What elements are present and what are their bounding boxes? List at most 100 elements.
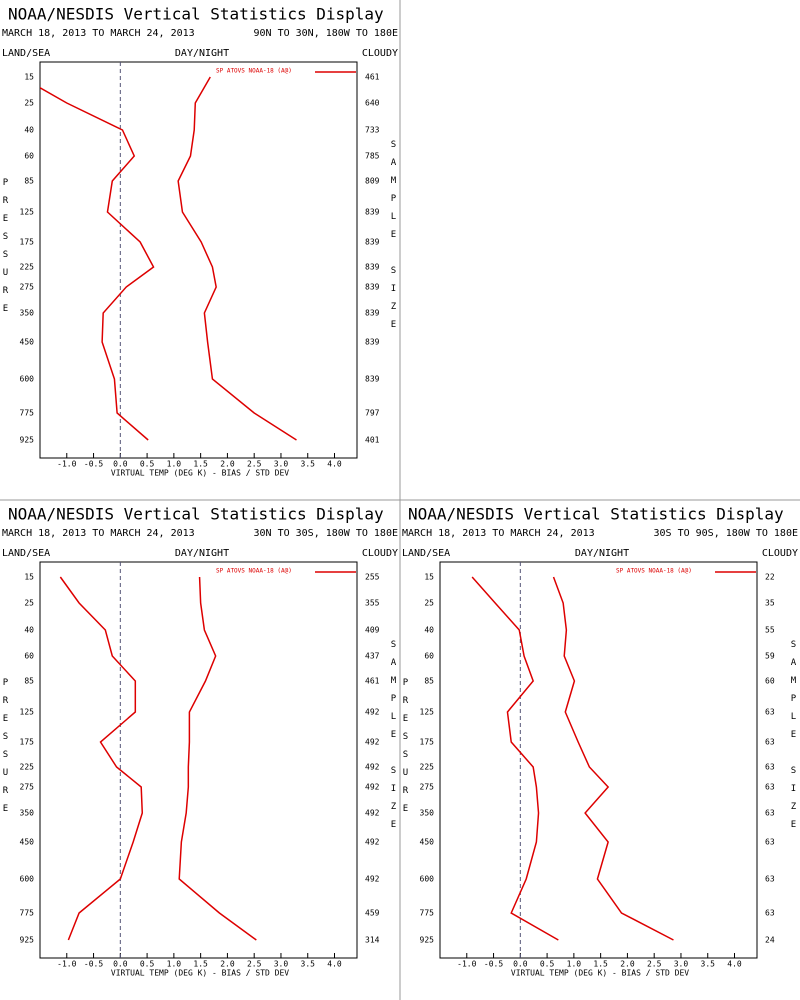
region: 30S TO 90S, 180W TO 180E xyxy=(654,528,799,539)
panel: NOAA/NESDIS Vertical Statistics Display M… xyxy=(1,505,399,978)
y-tick-label: 775 xyxy=(20,909,35,918)
x-tick-label: 1.5 xyxy=(193,460,208,469)
panel: NOAA/NESDIS Vertical Statistics Display M… xyxy=(401,505,799,978)
y-tick-label: 775 xyxy=(20,409,35,418)
y-tick-label: 925 xyxy=(420,936,435,945)
x-tick-label: 2.0 xyxy=(220,460,235,469)
sample-size: 63 xyxy=(765,875,775,884)
y-tick-label: 600 xyxy=(20,375,35,384)
x-tick-label: 2.5 xyxy=(247,960,262,969)
y-tick-label: 775 xyxy=(420,909,435,918)
y-tick-label: 925 xyxy=(20,936,35,945)
x-axis-label: VIRTUAL TEMP (DEG K) - BIAS / STD DEV xyxy=(111,969,289,978)
x-tick-label: 0.0 xyxy=(513,960,528,969)
sample-size: 839 xyxy=(365,283,380,292)
y-tick-label: 175 xyxy=(420,738,435,747)
plot-frame xyxy=(39,561,358,959)
y-tick-label: 40 xyxy=(424,626,434,635)
header-left: LAND/SEA xyxy=(402,548,450,559)
y-tick-label: 85 xyxy=(24,677,34,686)
sample-size: 492 xyxy=(365,708,380,717)
y-tick-label: 60 xyxy=(424,652,434,661)
x-tick-label: 0.5 xyxy=(140,960,155,969)
y-tick-label: 60 xyxy=(24,152,34,161)
subtitle: MARCH 18, 2013 TO MARCH 24, 2013 xyxy=(2,528,195,539)
x-tick-label: -0.5 xyxy=(84,960,103,969)
x-tick-label: 4.0 xyxy=(727,960,742,969)
sample-size: 63 xyxy=(765,909,775,918)
y-tick-label: 15 xyxy=(424,573,434,582)
y-tick-label: 275 xyxy=(420,783,435,792)
x-tick-label: 4.0 xyxy=(327,460,342,469)
x-tick-label: 3.0 xyxy=(274,460,289,469)
sample-size: 35 xyxy=(765,599,775,608)
x-tick-label: 2.0 xyxy=(220,960,235,969)
x-axis-label: VIRTUAL TEMP (DEG K) - BIAS / STD DEV xyxy=(511,969,689,978)
y-tick-label: 125 xyxy=(20,208,35,217)
sample-size: 255 xyxy=(365,573,380,582)
y-tick-label: 85 xyxy=(424,677,434,686)
y2-axis-label: SAMPLE SIZE xyxy=(389,140,399,338)
profile-line xyxy=(40,86,155,441)
sample-size: 55 xyxy=(765,626,775,635)
y-axis-label: PRESSURE xyxy=(1,678,11,822)
x-tick-label: 0.0 xyxy=(113,460,128,469)
x-tick-label: -0.5 xyxy=(484,960,503,969)
x-tick-label: 1.0 xyxy=(167,960,182,969)
x-tick-label: 3.5 xyxy=(301,460,316,469)
y2-axis-label: SAMPLE SIZE xyxy=(789,640,799,838)
region: 30N TO 30S, 180W TO 180E xyxy=(254,528,399,539)
sample-size: 839 xyxy=(365,375,380,384)
header-center: DAY/NIGHT xyxy=(175,48,229,59)
subtitle: MARCH 18, 2013 TO MARCH 24, 2013 xyxy=(402,528,595,539)
sample-size: 63 xyxy=(765,838,775,847)
y-tick-label: 15 xyxy=(24,73,34,82)
x-tick-label: 3.0 xyxy=(274,960,289,969)
y-tick-label: 450 xyxy=(420,838,435,847)
profile-line xyxy=(471,576,559,941)
sample-size: 63 xyxy=(765,738,775,747)
sample-size: 459 xyxy=(365,909,380,918)
y-tick-label: 275 xyxy=(20,283,35,292)
y-tick-label: 175 xyxy=(20,738,35,747)
sample-size: 492 xyxy=(365,783,380,792)
x-tick-label: 0.0 xyxy=(113,960,128,969)
y-tick-label: 125 xyxy=(20,708,35,717)
x-tick-label: 3.5 xyxy=(701,960,716,969)
y-tick-label: 350 xyxy=(20,809,35,818)
x-tick-label: -1.0 xyxy=(457,960,476,969)
header-left: LAND/SEA xyxy=(2,48,50,59)
header-right: CLOUDY xyxy=(762,548,798,559)
legend-label: SP ATOVS NOAA-18 (A@) xyxy=(616,568,692,575)
x-tick-label: -1.0 xyxy=(57,460,76,469)
sample-size: 355 xyxy=(365,599,380,608)
y-tick-label: 350 xyxy=(420,809,435,818)
y-tick-label: 225 xyxy=(20,763,35,772)
sample-size: 24 xyxy=(765,936,775,945)
sample-size: 63 xyxy=(765,809,775,818)
y-tick-label: 125 xyxy=(420,708,435,717)
sample-size: 461 xyxy=(365,677,380,686)
y-tick-label: 600 xyxy=(420,875,435,884)
x-tick-label: 2.0 xyxy=(620,960,635,969)
x-tick-label: 3.5 xyxy=(301,960,316,969)
sample-size: 733 xyxy=(365,126,380,135)
profile-line xyxy=(552,576,674,941)
plot-frame xyxy=(439,561,758,959)
header-left: LAND/SEA xyxy=(2,548,50,559)
y-tick-label: 450 xyxy=(20,338,35,347)
x-tick-label: -0.5 xyxy=(84,460,103,469)
y-axis-label: PRESSURE xyxy=(401,678,411,822)
legend-label: SP ATOVS NOAA-18 (A@) xyxy=(216,68,292,75)
sample-size: 314 xyxy=(365,936,380,945)
x-tick-label: -1.0 xyxy=(57,960,76,969)
region: 90N TO 30N, 180W TO 180E xyxy=(254,28,399,39)
header-right: CLOUDY xyxy=(362,548,398,559)
x-tick-label: 4.0 xyxy=(327,960,342,969)
sample-size: 492 xyxy=(365,738,380,747)
y-tick-label: 175 xyxy=(20,238,35,247)
y-tick-label: 225 xyxy=(20,263,35,272)
x-tick-label: 2.5 xyxy=(247,460,262,469)
sample-size: 839 xyxy=(365,238,380,247)
